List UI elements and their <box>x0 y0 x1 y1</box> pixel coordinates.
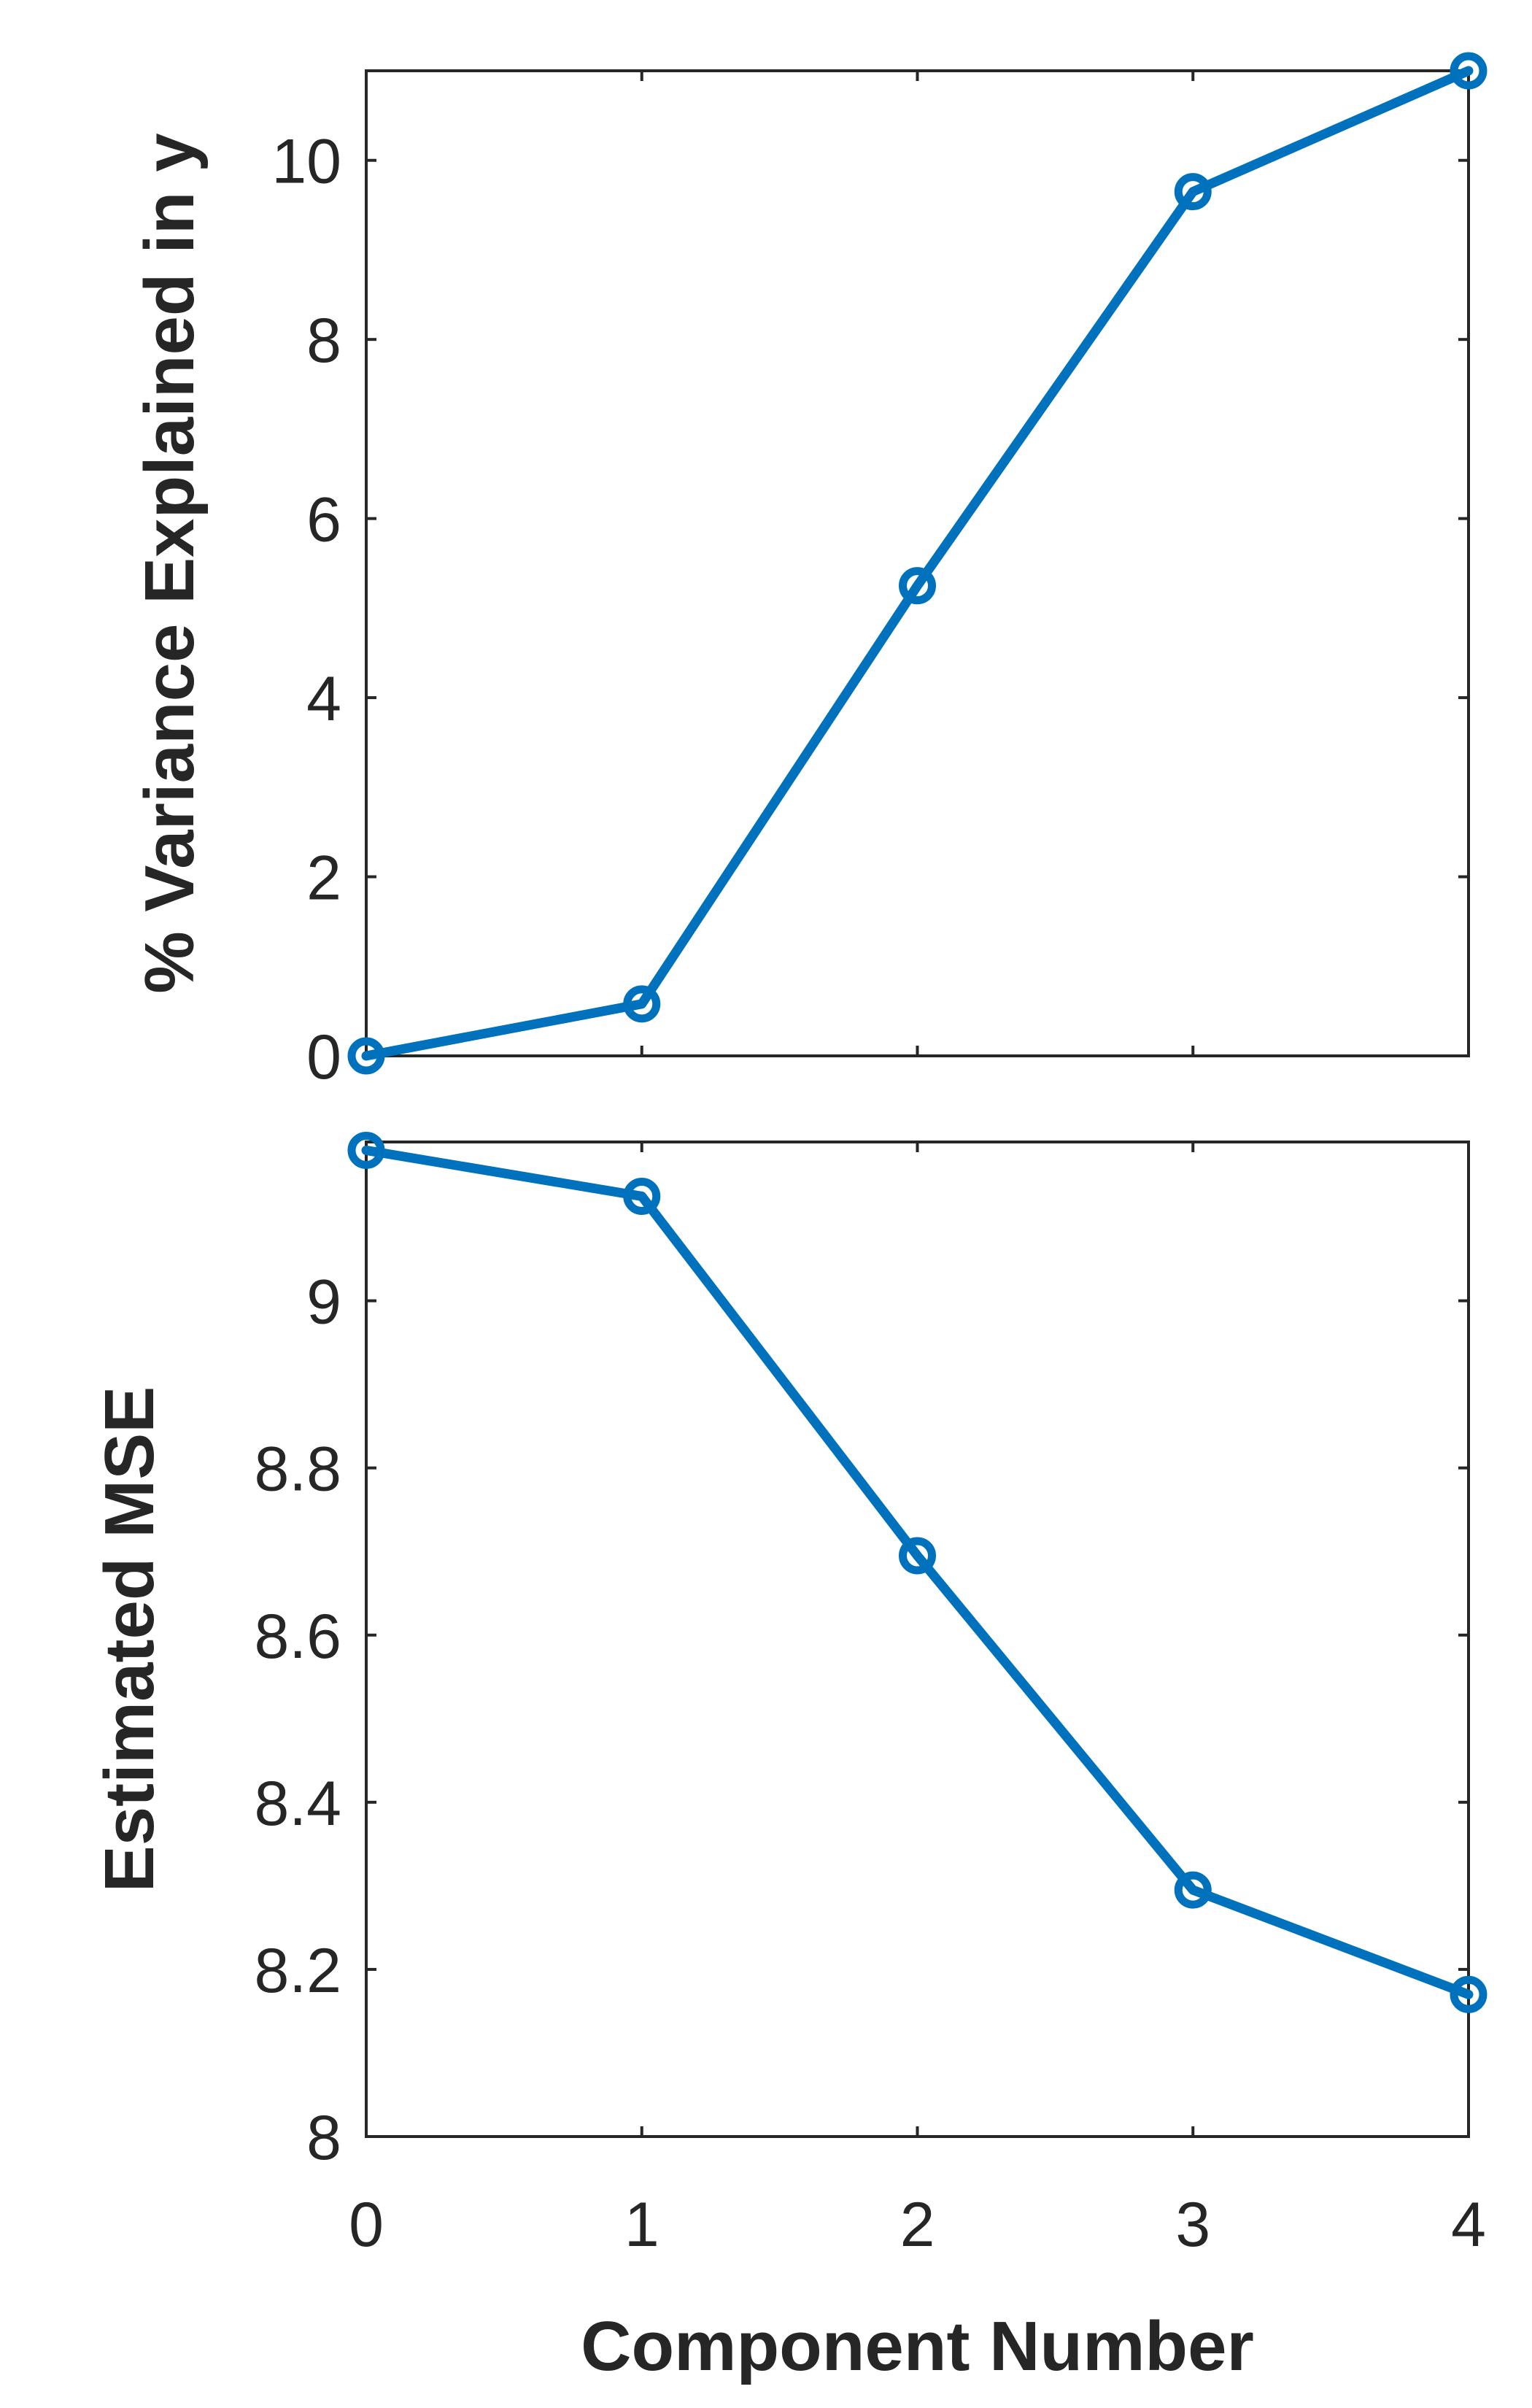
data-point-marker <box>899 567 936 605</box>
x-tick-label: 0 <box>349 2190 384 2260</box>
data-point-marker <box>1174 1871 1212 1909</box>
series-line <box>361 1145 1474 1999</box>
axes-frame <box>365 1141 1470 2138</box>
y-tick-label: 8 <box>306 306 341 376</box>
y-tick-label: 10 <box>271 127 341 197</box>
y-tick-label: 9 <box>306 1267 341 1338</box>
data-point-marker <box>1174 173 1212 211</box>
series-line <box>361 66 1474 1061</box>
y-axis-title: % Variance Explained in y <box>131 133 209 993</box>
y-tick-label: 8.2 <box>254 1936 341 2006</box>
x-tick-label: 4 <box>1451 2190 1486 2260</box>
data-point-marker <box>899 1537 936 1575</box>
variance-explained-panel: 0 2 4 6 8 10 % Variance Explained in y <box>131 52 1487 1092</box>
axes-frame <box>365 69 1470 1057</box>
y-tick-label: 2 <box>306 844 341 914</box>
y-tick-label: 6 <box>306 485 341 555</box>
y-axis-title: Estimated MSE <box>90 1386 169 1893</box>
x-tick-label: 2 <box>900 2190 935 2260</box>
y-tick-label: 4 <box>306 664 341 734</box>
data-point-marker <box>347 1131 385 1169</box>
x-tick-label: 1 <box>624 2190 659 2260</box>
data-point-marker <box>623 1177 661 1215</box>
estimated-mse-panel: 0 1 2 3 4 8 8.2 8.4 8.6 8.8 9 Estimated MSE Componen… <box>90 1131 1487 2385</box>
data-point-marker <box>1450 1975 1487 2013</box>
y-tick-label: 8.6 <box>254 1602 341 1672</box>
y-tick-label: 8.4 <box>254 1769 341 1839</box>
data-point-marker <box>347 1037 385 1075</box>
data-point-marker <box>623 985 661 1023</box>
x-axis-title: Component Number <box>581 2307 1254 2385</box>
data-point-marker <box>1450 52 1487 90</box>
x-tick-label: 3 <box>1175 2190 1210 2260</box>
y-tick-label: 0 <box>306 1022 341 1092</box>
y-tick-label: 8 <box>306 2103 341 2173</box>
y-tick-label: 8.8 <box>254 1435 341 1505</box>
